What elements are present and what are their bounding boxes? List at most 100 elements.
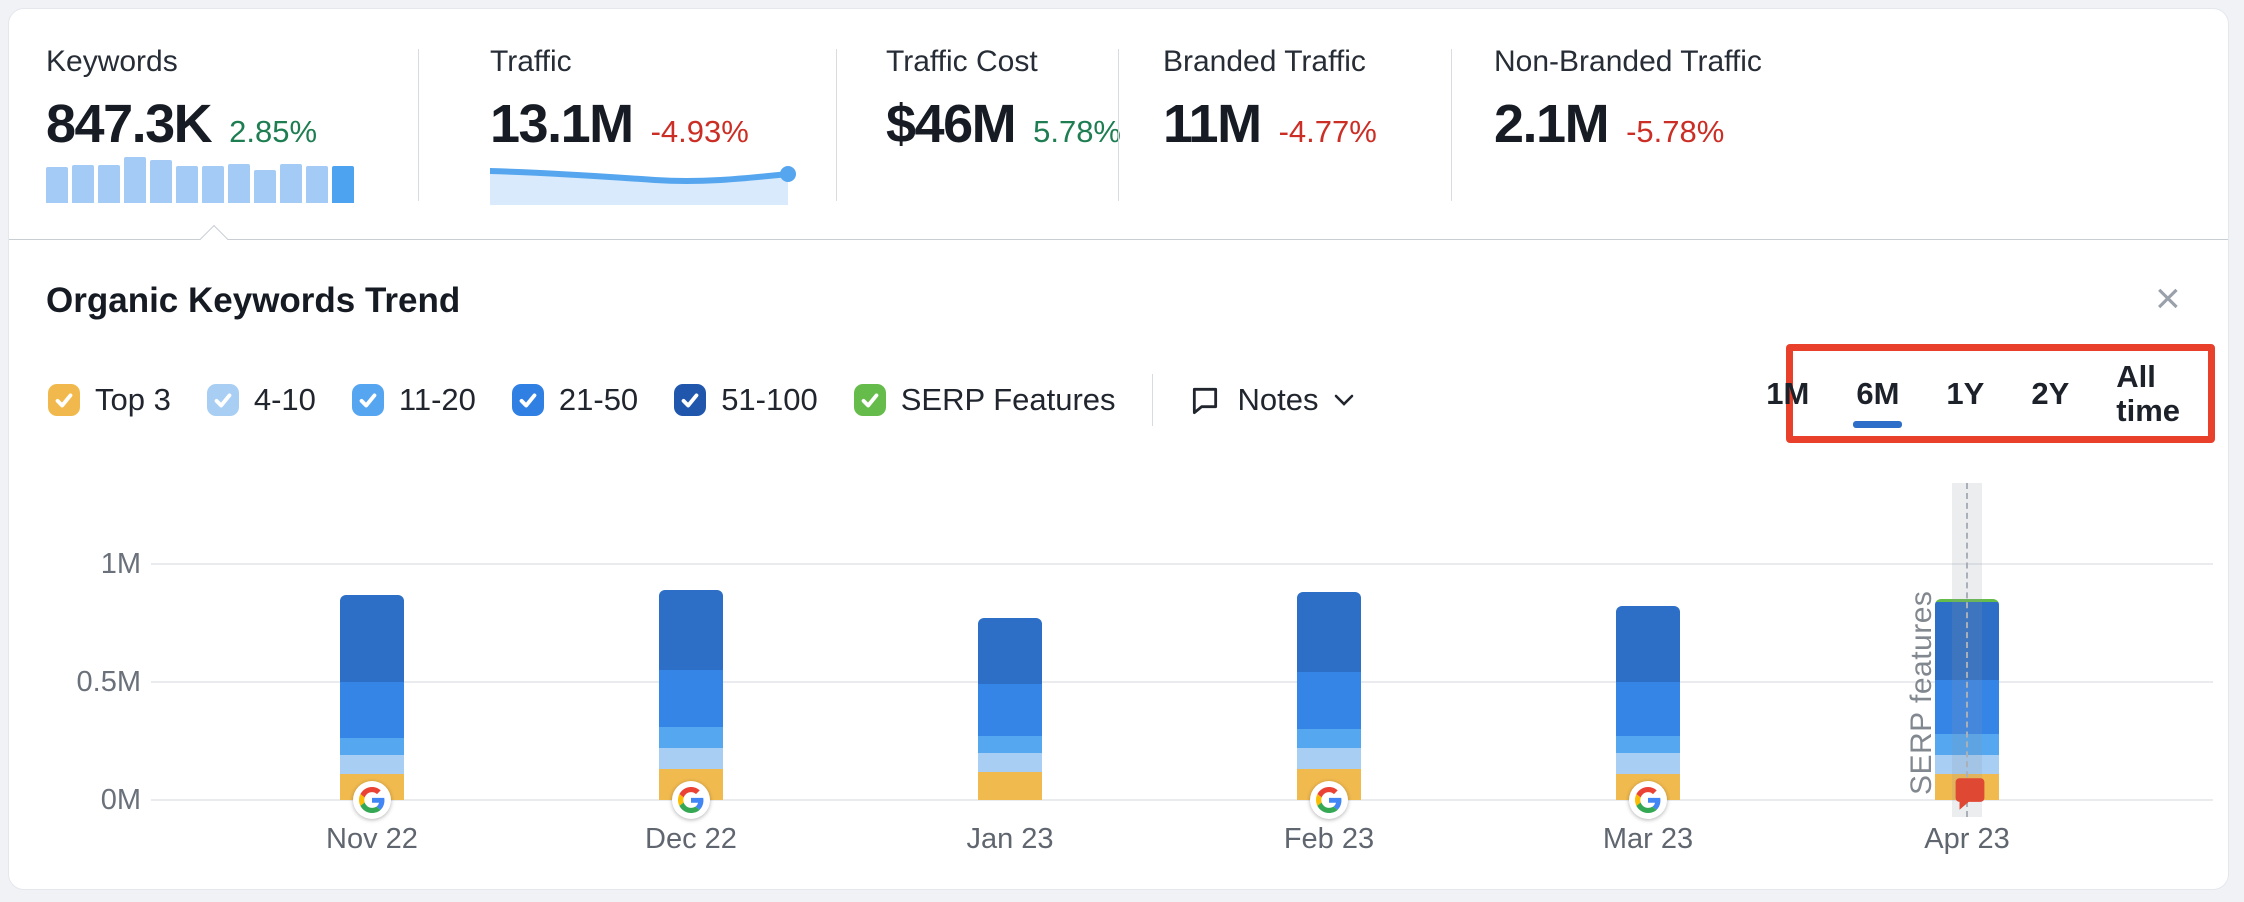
filter-checkbox[interactable] xyxy=(351,384,384,416)
x-axis-label: Apr 23 xyxy=(1924,823,2010,855)
red-flag-marker[interactable] xyxy=(1953,777,1987,816)
filter-label: 4-10 xyxy=(253,382,316,417)
stat-keywords[interactable]: Keywords 847.3K 2.85% xyxy=(46,9,354,237)
sparkline-bar xyxy=(72,165,94,203)
stat-branded-traffic[interactable]: Branded Traffic 11M -4.77% xyxy=(1163,9,1377,237)
range-all-time[interactable]: All time xyxy=(2116,358,2181,428)
check-icon xyxy=(359,393,377,408)
y-axis-tick-label: 1M xyxy=(100,548,141,580)
check-icon xyxy=(681,393,699,408)
stat-value: 847.3K xyxy=(46,94,213,154)
range-2y[interactable]: 2Y xyxy=(2031,375,2070,411)
bar-nov-22[interactable] xyxy=(340,595,404,800)
x-axis-label: Feb 23 xyxy=(1283,823,1375,855)
bar-segment-4-10[interactable] xyxy=(978,753,1042,772)
bar-segment-4-10[interactable] xyxy=(340,755,404,775)
bar-feb-23[interactable] xyxy=(1297,592,1361,800)
notes-button[interactable]: Notes xyxy=(1189,382,1354,418)
bar-segment-21-50[interactable] xyxy=(1297,672,1361,729)
filter-checkbox[interactable] xyxy=(206,384,239,416)
stat-value-row: 847.3K 2.85% xyxy=(46,93,317,155)
grid-line xyxy=(151,563,2213,565)
bar-segment-51-100[interactable] xyxy=(1297,592,1361,672)
sparkline-bar xyxy=(150,160,172,203)
bar-segment-21-50[interactable] xyxy=(659,670,723,727)
filter-row: Top 3 4-10 11-20 21-50 51-100 SERP Features N… xyxy=(48,374,1354,426)
stat-value-row: $46M 5.78% xyxy=(886,93,1121,155)
bar-segment-top-3[interactable] xyxy=(978,772,1042,800)
range-1m[interactable]: 1M xyxy=(1766,375,1810,411)
google-g-icon[interactable] xyxy=(1310,781,1348,819)
check-icon xyxy=(55,393,73,408)
sparkline-bar xyxy=(98,165,120,203)
bar-segment-4-10[interactable] xyxy=(659,748,723,769)
bar-jan-23[interactable] xyxy=(978,618,1042,800)
close-icon[interactable]: × xyxy=(2155,274,2181,323)
sparkline-bar xyxy=(280,164,302,203)
filter-checkbox[interactable] xyxy=(48,384,80,416)
filter-4-10[interactable]: 4-10 xyxy=(206,382,316,418)
filter-51-100[interactable]: 51-100 xyxy=(674,382,818,418)
bar-segment-21-50[interactable] xyxy=(1616,682,1680,736)
filter-checkbox[interactable] xyxy=(853,384,886,416)
stat-change: -4.93% xyxy=(650,114,749,149)
google-g-icon[interactable] xyxy=(672,781,710,819)
bar-segment-51-100[interactable] xyxy=(978,618,1042,684)
range-1y[interactable]: 1Y xyxy=(1946,375,1985,411)
bar-segment-21-50[interactable] xyxy=(340,681,404,739)
filter-top-3[interactable]: Top 3 xyxy=(48,382,171,418)
filter-label: 11-20 xyxy=(398,382,476,417)
bar-segment-4-10[interactable] xyxy=(1616,753,1680,774)
bar-segment-11-20[interactable] xyxy=(1616,736,1680,753)
stat-change: -4.77% xyxy=(1278,114,1377,149)
sparkline-bar xyxy=(46,167,68,203)
traffic-sparkline xyxy=(487,153,804,210)
stat-change: 2.85% xyxy=(229,114,318,149)
grid-line xyxy=(151,799,2213,801)
stat-divider xyxy=(836,49,837,201)
sparkline-bar xyxy=(306,166,328,203)
bar-segment-4-10[interactable] xyxy=(1297,748,1361,769)
filter-11-20[interactable]: 11-20 xyxy=(351,382,476,418)
stat-value: 2.1M xyxy=(1494,94,1610,154)
bar-segment-11-20[interactable] xyxy=(659,727,723,748)
stat-label: Keywords xyxy=(46,45,178,78)
grid-line xyxy=(151,681,2213,683)
bar-segment-11-20[interactable] xyxy=(978,736,1042,753)
notes-label: Notes xyxy=(1237,382,1319,417)
sparkline-bar xyxy=(332,166,354,203)
stat-label: Branded Traffic xyxy=(1163,45,1366,78)
filter-checkbox[interactable] xyxy=(674,384,707,416)
sparkline-bar xyxy=(228,164,250,203)
bar-segment-51-100[interactable] xyxy=(1616,606,1680,682)
bar-segment-11-20[interactable] xyxy=(340,738,404,756)
bar-segment-51-100[interactable] xyxy=(340,595,404,682)
dashed-guide-line xyxy=(1966,483,1968,817)
bar-mar-23[interactable] xyxy=(1616,606,1680,800)
stat-value-row: 2.1M -5.78% xyxy=(1494,93,1762,155)
filter-checkbox[interactable] xyxy=(511,384,544,416)
stat-traffic-cost[interactable]: Traffic Cost $46M 5.78% xyxy=(886,9,1121,237)
y-axis-tick-label: 0.5M xyxy=(76,666,141,698)
stat-value-row: 11M -4.77% xyxy=(1163,93,1377,155)
bar-segment-11-20[interactable] xyxy=(1297,729,1361,748)
stat-label: Traffic xyxy=(490,45,572,78)
sparkline-bar xyxy=(202,166,224,203)
sparkline-bar xyxy=(176,166,198,203)
bar-segment-51-100[interactable] xyxy=(659,590,723,670)
filter-serp-features[interactable]: SERP Features xyxy=(853,382,1116,418)
speech-bubble-icon xyxy=(1192,387,1217,415)
stat-traffic[interactable]: Traffic 13.1M -4.93% xyxy=(487,9,796,237)
google-g-icon[interactable] xyxy=(353,781,391,819)
filter-label: 21-50 xyxy=(558,382,639,417)
keywords-sparkline xyxy=(46,157,354,203)
filter-notes-divider xyxy=(1151,374,1153,426)
bar-segment-21-50[interactable] xyxy=(978,684,1042,736)
filter-21-50[interactable]: 21-50 xyxy=(511,382,639,418)
google-g-icon[interactable] xyxy=(1629,781,1667,819)
x-axis-label: Nov 22 xyxy=(326,823,418,855)
bar-dec-22[interactable] xyxy=(659,590,723,800)
x-axis-label: Jan 23 xyxy=(966,823,1054,855)
range-6m[interactable]: 6M xyxy=(1853,375,1903,428)
stat-non-branded-traffic[interactable]: Non-Branded Traffic 2.1M -5.78% xyxy=(1494,9,1762,237)
